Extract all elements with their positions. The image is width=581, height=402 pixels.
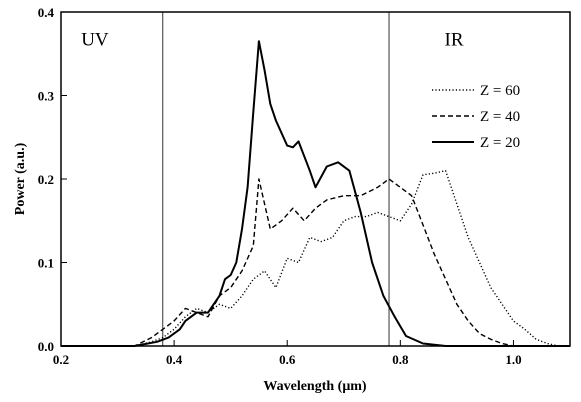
region-labels: UV IR: [81, 29, 464, 50]
region-label-uv: UV: [81, 29, 109, 50]
x-tick-label: 0.4: [166, 352, 183, 367]
y-tick-label: 0.2: [38, 172, 54, 187]
series-line-1: [61, 178, 570, 347]
y-tick-label: 0.1: [38, 256, 54, 271]
region-boundaries: [162, 12, 390, 346]
y-axis-title: Power (a.u.): [13, 142, 28, 215]
x-tick-label: 1.0: [505, 352, 521, 367]
y-tick-label: 0.0: [38, 339, 54, 354]
plot-frame: [60, 11, 571, 347]
legend: Z = 60 Z = 40 Z = 20: [432, 83, 520, 151]
legend-label-1: Z = 40: [480, 109, 520, 125]
series-layer: [61, 40, 570, 347]
series-line-2: [61, 40, 570, 347]
x-tick-label: 0.2: [53, 352, 69, 367]
legend-label-2: Z = 20: [480, 135, 520, 151]
x-axis-title: Wavelength (μm): [263, 379, 367, 394]
legend-label-0: Z = 60: [480, 83, 520, 99]
y-tick-label: 0.4: [38, 5, 55, 20]
y-tick-label: 0.3: [38, 89, 55, 104]
x-tick-label: 0.8: [392, 352, 409, 367]
x-tick-label: 0.6: [279, 352, 296, 367]
series-line-0: [61, 170, 570, 347]
axis-ticks: 0.2 0.4 0.6 0.8 1.0 0.0 0.1 0.2 0.3 0.4: [38, 5, 522, 367]
region-label-ir: IR: [445, 29, 464, 50]
